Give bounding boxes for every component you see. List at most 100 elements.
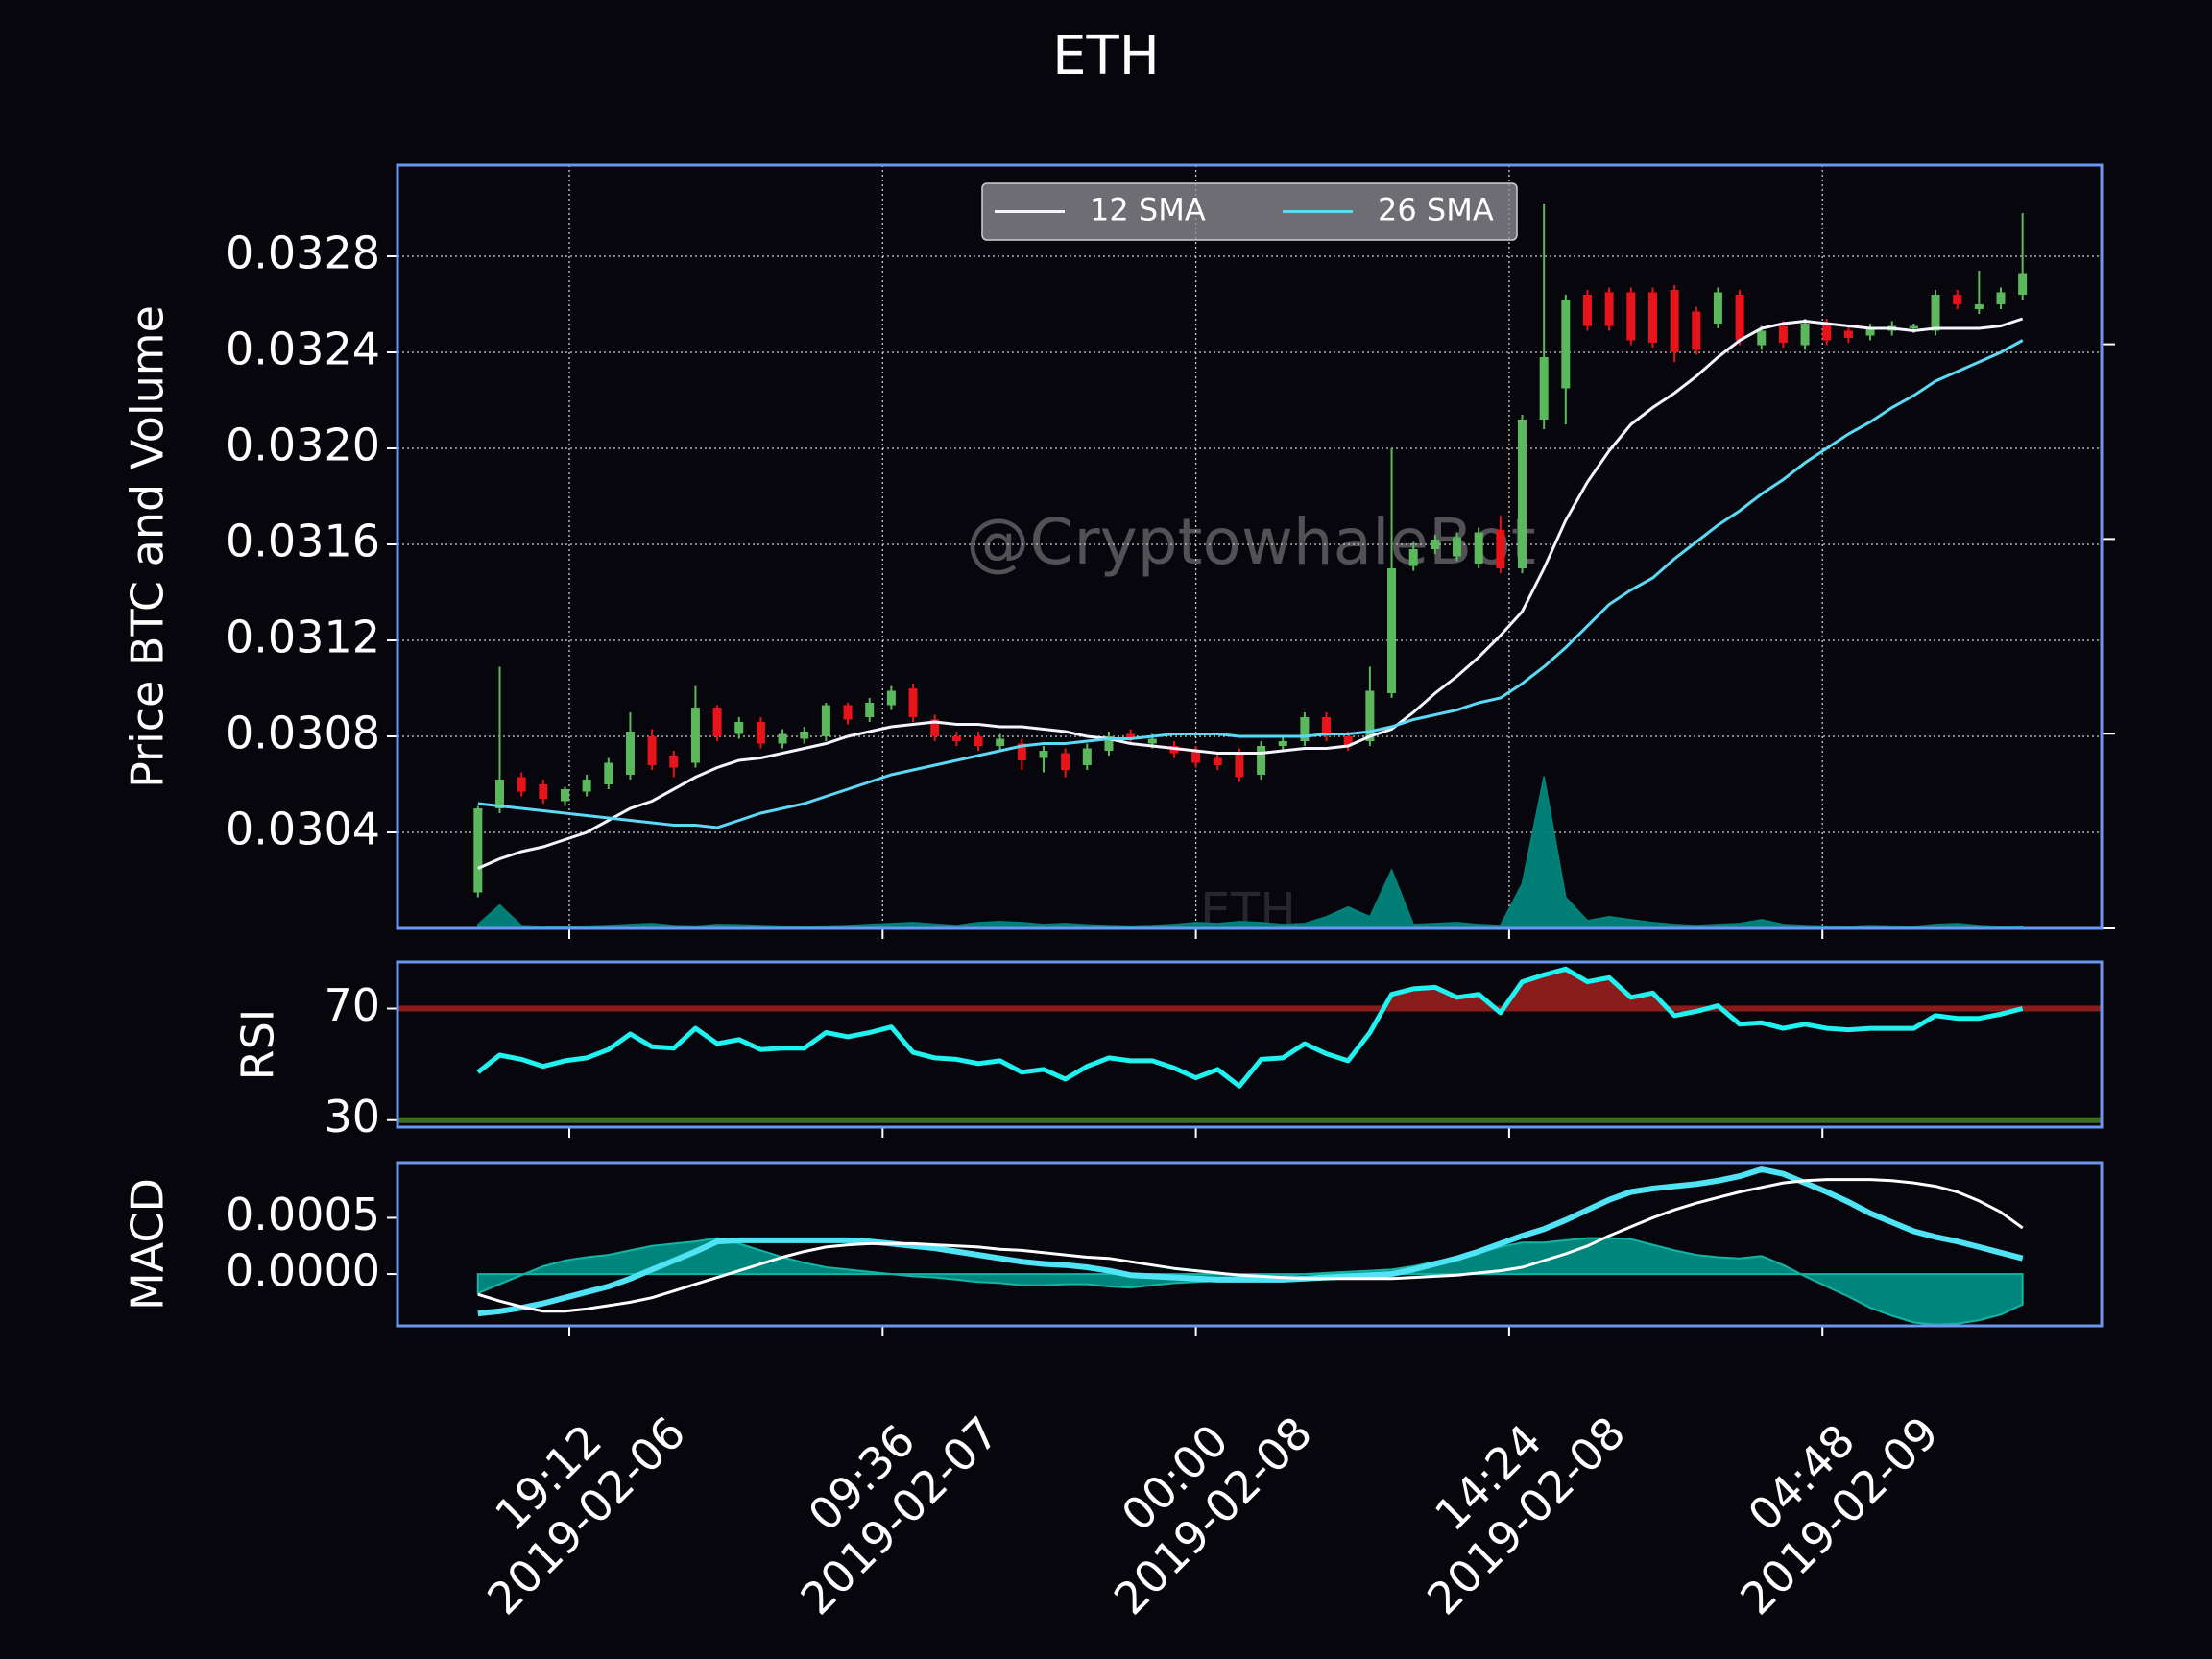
candle-body	[930, 719, 940, 736]
y-tick-label: 0.0000	[226, 1245, 380, 1297]
y-tick-label: 0.0312	[226, 612, 380, 663]
candle-body	[1974, 304, 1984, 309]
candle-body	[1953, 295, 1962, 304]
watermark: @CryptowhaleBot	[966, 505, 1535, 579]
candle-body	[821, 705, 830, 736]
candle-body	[843, 705, 853, 720]
panel-frame	[396, 1161, 2104, 1328]
candle-body	[974, 736, 983, 746]
candle-body	[604, 762, 613, 784]
candle-body	[1496, 530, 1505, 568]
candle-body	[1300, 717, 1310, 741]
candle-body	[1822, 324, 1832, 341]
candle-body	[1931, 295, 1940, 331]
candle-body	[669, 756, 679, 768]
candle-body	[1735, 295, 1744, 341]
candle-body	[1539, 357, 1549, 420]
candle-body	[1322, 717, 1332, 736]
candle-body	[1343, 736, 1353, 746]
candle-body	[1061, 753, 1070, 770]
candle-body	[1692, 311, 1701, 350]
y-tick-label: 0.0320	[226, 420, 380, 471]
candle-body	[1843, 330, 1853, 338]
candle-body	[1518, 420, 1527, 568]
candle-body	[734, 722, 744, 734]
legend-label: 26 SMA	[1378, 192, 1494, 228]
candle-body	[1365, 690, 1375, 741]
candle-body	[1213, 757, 1222, 765]
y-tick-label: 0.0304	[226, 804, 380, 855]
candle-body	[1778, 325, 1788, 343]
y-tick-label: 0.0005	[226, 1189, 380, 1240]
candle-body	[1147, 738, 1157, 744]
candle-body	[1104, 736, 1114, 751]
candle-body	[1561, 300, 1571, 389]
y-axis-label: MACD	[122, 1178, 174, 1310]
candle-body	[1604, 292, 1614, 326]
candle-body	[1039, 751, 1048, 758]
candle-body	[1017, 743, 1026, 760]
candle-body	[1126, 733, 1136, 739]
candle-body	[1408, 549, 1418, 566]
candle-body	[495, 780, 504, 808]
y-tick-label: 70	[324, 979, 380, 1031]
indicator-line	[476, 966, 2024, 1089]
candle-body	[756, 722, 765, 744]
panel-frame	[396, 960, 2104, 1129]
candle-body	[539, 784, 548, 799]
candle-body	[886, 690, 896, 706]
candle-body	[690, 708, 700, 763]
candle-body	[1865, 328, 1875, 336]
candle-body	[1191, 751, 1201, 763]
candle-body	[647, 736, 657, 765]
watermark-label: ETH	[1200, 883, 1296, 939]
candle-body	[1235, 753, 1244, 778]
candle-body	[908, 688, 918, 717]
candle-body	[582, 780, 591, 792]
volume-area	[477, 776, 2024, 929]
candle-body	[1431, 540, 1440, 549]
legend-label: 12 SMA	[1090, 192, 1206, 228]
y-axis-label: Price BTC and Volume	[122, 305, 174, 788]
candle-body	[1647, 292, 1657, 343]
candle-body	[560, 789, 569, 802]
y-tick-label: 0.0308	[226, 708, 380, 759]
candle-body	[865, 703, 875, 717]
candle-body	[712, 708, 722, 736]
candle-body	[1757, 330, 1767, 346]
candle-body	[2018, 273, 2028, 295]
candle-body	[517, 777, 526, 792]
candle-body	[1670, 290, 1679, 352]
sma-line	[477, 339, 2024, 830]
y-tick-label: 0.0324	[226, 324, 380, 375]
panel-frame	[396, 163, 2104, 930]
y-tick-label: 0.0316	[226, 516, 380, 567]
candle-body	[1909, 325, 1918, 328]
candle-body	[1626, 292, 1636, 341]
candle-body	[800, 732, 809, 739]
y-axis-label: RSI	[232, 1009, 284, 1081]
candle-body	[1996, 292, 2006, 304]
candle-body	[996, 738, 1005, 746]
candle-body	[625, 732, 635, 775]
candle-body	[1257, 746, 1266, 775]
indicator-line	[477, 1166, 2024, 1317]
candle-body	[1278, 741, 1287, 746]
y-tick-label: 0.0328	[226, 228, 380, 279]
indicator-line	[477, 1178, 2024, 1313]
sma-line	[477, 317, 2024, 870]
candle-body	[1800, 324, 1810, 346]
candle-body	[951, 736, 961, 741]
candle-body	[1387, 568, 1397, 693]
legend-box	[981, 182, 1518, 241]
candle-body	[1453, 537, 1462, 557]
candle-body	[1474, 532, 1483, 564]
candle-body	[1582, 295, 1592, 326]
candle-body	[1082, 748, 1092, 765]
y-tick-label: 30	[324, 1091, 380, 1142]
candle-body	[1713, 292, 1722, 324]
candle-body	[778, 733, 787, 744]
candle-body	[473, 808, 483, 893]
